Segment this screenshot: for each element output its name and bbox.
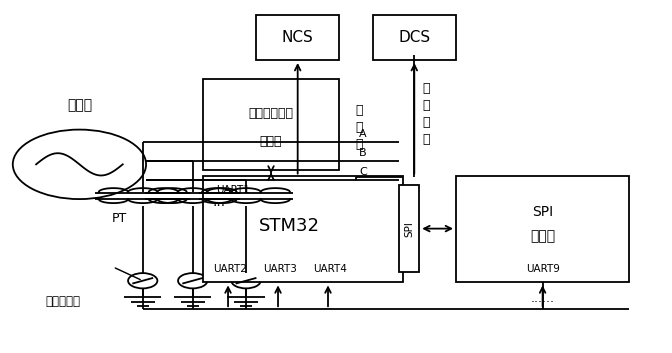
Text: SPI: SPI: [405, 221, 415, 237]
Text: NCS: NCS: [282, 30, 314, 45]
Text: SPI: SPI: [532, 205, 553, 219]
Text: 电流采集器: 电流采集器: [45, 295, 80, 308]
Text: C: C: [360, 167, 367, 177]
Text: PT: PT: [112, 212, 127, 225]
Text: UART2: UART2: [213, 264, 247, 274]
Text: 电
流
量: 电 流 量: [355, 104, 363, 151]
Text: 触摸屏: 触摸屏: [260, 135, 282, 148]
Text: A: A: [360, 129, 367, 139]
Text: UART9: UART9: [526, 264, 560, 274]
Bar: [373, 15, 456, 60]
Text: UART3: UART3: [263, 264, 296, 274]
Text: STM32: STM32: [259, 217, 320, 235]
Text: DCS: DCS: [398, 30, 430, 45]
Text: 工业人机界面: 工业人机界面: [249, 107, 294, 120]
Text: ......: ......: [531, 292, 554, 305]
Bar: [456, 176, 629, 282]
Text: 报
警
信
号: 报 警 信 号: [422, 82, 429, 146]
Bar: [399, 185, 419, 272]
Bar: [203, 79, 339, 169]
Bar: [256, 15, 339, 60]
Text: ···: ···: [213, 199, 226, 213]
Text: 发电机: 发电机: [67, 98, 92, 112]
Text: 转串口: 转串口: [530, 229, 555, 244]
Bar: [203, 176, 403, 282]
Text: UART1: UART1: [216, 185, 250, 196]
Text: UART4: UART4: [312, 264, 347, 274]
Text: B: B: [360, 148, 367, 158]
